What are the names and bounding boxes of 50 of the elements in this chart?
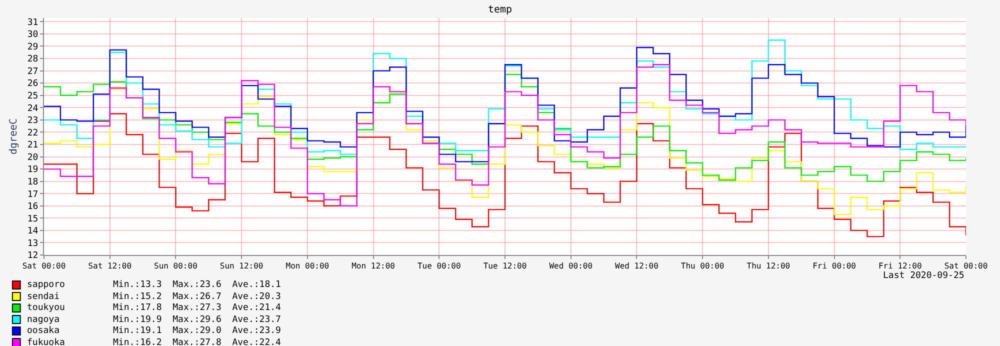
text: Min.:15.2 Max.:26.7 Ave.:20.3: [113, 292, 281, 302]
x-tick-label: Fri 00:00: [812, 262, 856, 271]
y-tick-label: 16: [27, 202, 38, 212]
x-tick-label: Wed 12:00: [615, 262, 659, 271]
legend-label: nagoya: [27, 315, 60, 325]
x-tick-label: Mon 00:00: [286, 262, 330, 271]
x-tick-label: Sat 00:00: [944, 262, 988, 271]
y-tick-label: 25: [27, 92, 38, 102]
x-tick-label: Sun 00:00: [154, 262, 198, 271]
x-tick-label: Tue 00:00: [417, 262, 461, 271]
text: Min.:19.1 Max.:29.0 Ave.:23.9: [113, 326, 281, 336]
y-tick-label: 29: [27, 42, 38, 52]
y-tick-label: 13: [27, 238, 38, 249]
legend-label: oosaka: [27, 326, 60, 336]
x-tick-label: Thu 00:00: [680, 262, 724, 271]
y-tick-label: 28: [27, 54, 38, 65]
x-tick-label: Sat 00:00: [22, 262, 66, 271]
y-tick-label: 15: [27, 214, 38, 224]
text: Min.:17.8 Max.:27.3 Ave.:21.4: [113, 303, 281, 313]
x-tick-label: Sat 12:00: [88, 262, 132, 271]
y-tick-label: 19: [27, 165, 38, 176]
text: Min.:16.2 Max.:27.8 Ave.:22.4: [113, 338, 281, 346]
legend-label: sendai: [27, 292, 60, 302]
x-tick-label: Wed 00:00: [549, 262, 593, 271]
y-axis-title: dgreeC: [8, 118, 20, 155]
y-tick-label: 22: [27, 128, 38, 138]
y-tick-label: 31: [27, 18, 38, 28]
y-tick-label: 14: [27, 226, 38, 237]
y-tick-label: 23: [27, 116, 38, 126]
legend-label: sapporo: [27, 280, 65, 290]
y-tick-label: 18: [27, 177, 38, 188]
y-tick-label: 27: [27, 66, 38, 77]
text: Last 2020-09-25: [883, 271, 964, 281]
x-tick-label: Thu 12:00: [746, 262, 790, 271]
y-tick-label: 24: [27, 104, 38, 114]
x-tick-label: Mon 12:00: [352, 262, 396, 271]
y-tick-label: 12: [27, 251, 38, 262]
x-tick-label: Sun 12:00: [220, 262, 264, 271]
text: Min.:19.9 Max.:29.6 Ave.:23.7: [113, 315, 281, 325]
legend-label: toukyou: [27, 303, 65, 313]
text: Min.:13.3 Max.:23.6 Ave.:18.1: [113, 280, 281, 290]
y-tick-label: 26: [27, 79, 38, 90]
y-tick-label: 20: [27, 152, 38, 163]
x-tick-label: Tue 12:00: [483, 262, 527, 271]
y-tick-label: 30: [27, 30, 38, 40]
y-tick-label: 17: [27, 190, 38, 200]
y-tick-label: 21: [27, 140, 38, 151]
x-tick-label: Fri 12:00: [878, 262, 922, 271]
legend-label: fukuoka: [27, 338, 65, 346]
chart-title: temp: [488, 4, 512, 16]
